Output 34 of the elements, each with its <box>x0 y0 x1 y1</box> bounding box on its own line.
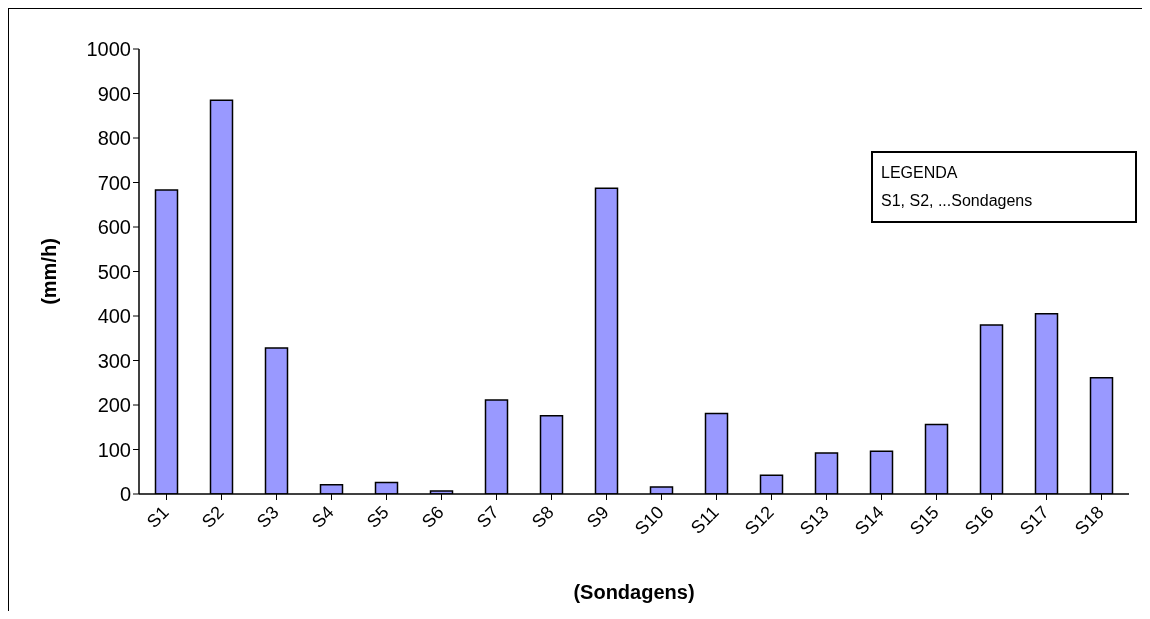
x-tick-label: S17 <box>1015 502 1053 539</box>
x-tick-label: S1 <box>142 502 173 532</box>
text-box: LEGENDA S1, S2, ...Sondagens <box>871 151 1137 223</box>
annotation: LEGENDA <box>881 163 959 183</box>
y-tick-label: 800 <box>97 127 131 150</box>
y-tick-label: 100 <box>97 438 131 461</box>
x-tick-label: S18 <box>1070 502 1108 539</box>
y-tick-label: 300 <box>97 349 131 372</box>
x-tick-label: S5 <box>362 502 393 532</box>
x-tick-label: S14 <box>850 502 888 539</box>
y-tick-label: 500 <box>97 260 131 283</box>
x-tick-label: S8 <box>527 502 558 532</box>
y-axis-title: (mm/h) <box>38 238 61 305</box>
x-tick-label: S6 <box>417 502 448 532</box>
x-tick-label: S3 <box>252 502 283 532</box>
x-tick-label: S13 <box>795 502 833 539</box>
y-tick-label: 1000 <box>86 38 131 61</box>
y-tick-label: 700 <box>97 171 131 194</box>
x-tick-label: S15 <box>905 502 943 539</box>
x-tick-label: S10 <box>630 502 668 539</box>
x-tick-label: S7 <box>472 502 503 532</box>
x-tick-label: S2 <box>197 502 228 532</box>
y-tick-label: 600 <box>97 216 131 239</box>
y-tick-label: 200 <box>97 394 131 417</box>
y-tick-label: 0 <box>119 483 131 506</box>
x-tick-label: S9 <box>582 502 613 532</box>
y-tick-label: 900 <box>97 82 131 105</box>
annotation: S1, S2, ...Sondagens <box>881 191 1034 211</box>
x-tick-label: S16 <box>960 502 998 539</box>
y-tick-label: 400 <box>97 305 131 328</box>
x-tick-label: S4 <box>307 502 338 532</box>
x-tick-label: S11 <box>686 502 723 538</box>
x-axis-title: (Sondagens) <box>573 581 695 603</box>
x-tick-label: S12 <box>740 502 778 539</box>
